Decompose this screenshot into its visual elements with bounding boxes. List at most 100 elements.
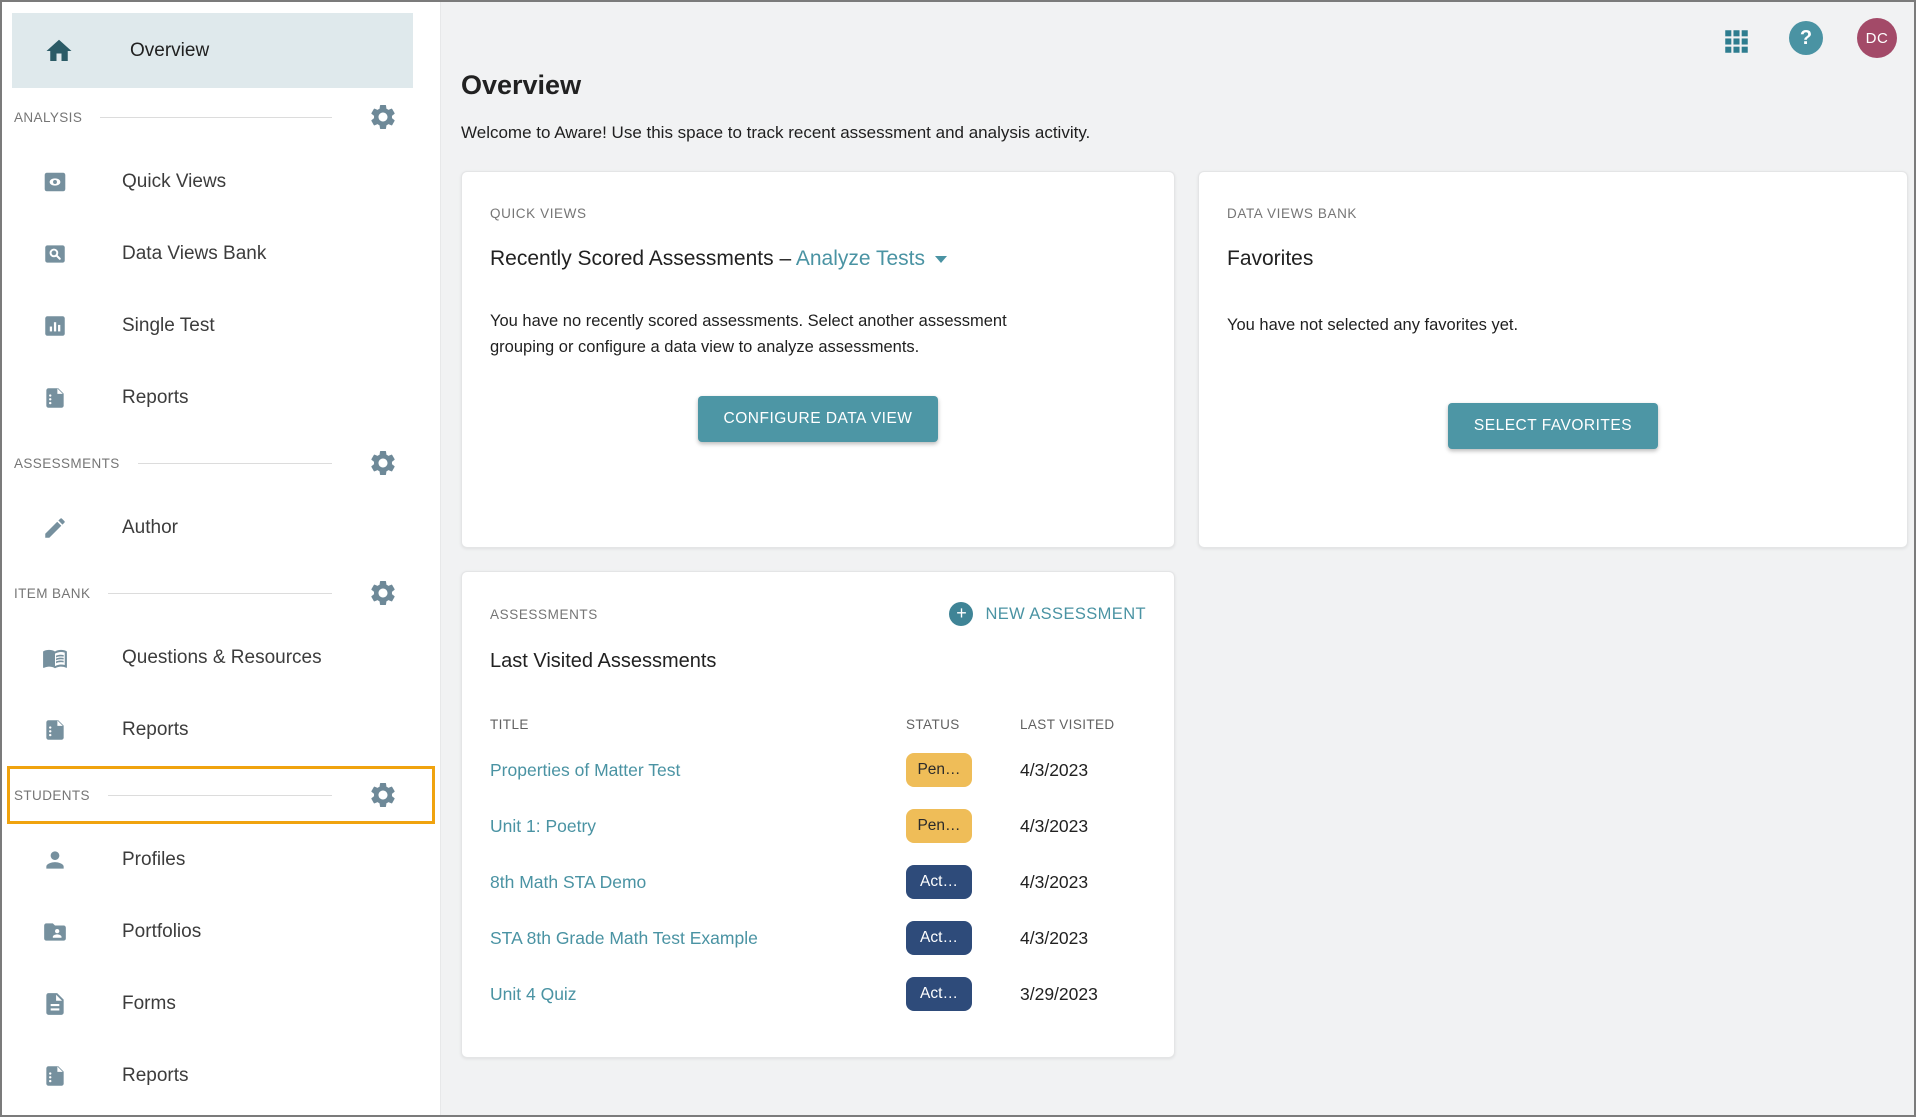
sidebar-item-label: Reports [122, 1065, 189, 1086]
card-label: QUICK VIEWS [490, 206, 587, 221]
page-subtitle: Welcome to Aware! Use this space to trac… [461, 123, 1091, 142]
assessments-card: ASSESSMENTS + NEW ASSESSMENT Last Visite… [461, 571, 1175, 1058]
gear-icon [368, 578, 398, 608]
sidebar-item-label: Author [122, 517, 178, 538]
sidebar-item-author[interactable]: Author [2, 492, 440, 564]
sidebar-item-profiles[interactable]: Profiles [2, 824, 440, 896]
sidebar-item-item-bank-reports[interactable]: Reports [2, 694, 440, 766]
section-divider [137, 462, 332, 464]
section-label: ASSESSMENTS [14, 455, 120, 471]
sidebar: Overview ANALYSIS Quick Views Data Views… [2, 2, 441, 1115]
sidebar-item-overview[interactable]: Overview [12, 13, 413, 88]
last-visited-heading: Last Visited Assessments [490, 650, 717, 672]
favorites-heading: Favorites [1227, 247, 1314, 270]
main-content: ? DC Overview Welcome to Aware! Use this… [441, 2, 1916, 1115]
sidebar-item-single-test[interactable]: Single Test [2, 290, 440, 362]
sidebar-item-label: Data Views Bank [122, 243, 267, 264]
item-bank-settings-button[interactable] [368, 578, 398, 608]
section-label: ANALYSIS [14, 109, 83, 125]
sidebar-section-analysis: ANALYSIS [2, 88, 440, 146]
favorites-empty-text: You have not selected any favorites yet. [1227, 316, 1519, 334]
new-assessment-button[interactable]: + NEW ASSESSMENT [949, 602, 1146, 626]
help-icon: ? [1799, 26, 1813, 49]
help-button[interactable]: ? [1789, 21, 1823, 55]
card-label: DATA VIEWS BANK [1227, 206, 1358, 221]
sidebar-item-portfolios[interactable]: Portfolios [2, 896, 440, 968]
column-header-title: TITLE [490, 717, 529, 732]
sidebar-item-questions-resources[interactable]: Questions & Resources [2, 622, 440, 694]
quick-views-card: QUICK VIEWS Recently Scored Assessments … [461, 171, 1175, 548]
apps-grid-icon [1723, 28, 1750, 55]
report-icon [42, 1063, 68, 1089]
search-box-icon [42, 241, 68, 267]
sidebar-item-quick-views[interactable]: Quick Views [2, 146, 440, 218]
folder-person-icon [42, 919, 68, 945]
gear-icon [368, 780, 398, 810]
sidebar-section-item-bank: ITEM BANK [2, 564, 440, 622]
gear-icon [368, 102, 398, 132]
plus-icon: + [949, 602, 974, 626]
data-views-bank-card: DATA VIEWS BANK Favorites You have not s… [1198, 171, 1908, 548]
sidebar-item-label: Reports [122, 387, 189, 408]
card-label: ASSESSMENTS [490, 606, 598, 622]
table-row: STA 8th Grade Math Test Example Act… 4/3… [490, 910, 1146, 966]
table-row: Properties of Matter Test Pen… 4/3/2023 [490, 742, 1146, 798]
cards-row: QUICK VIEWS Recently Scored Assessments … [461, 171, 1908, 548]
topbar: ? DC [1723, 18, 1897, 58]
assessment-link[interactable]: Unit 1: Poetry [490, 815, 597, 836]
sidebar-section-students: STUDENTS [7, 766, 435, 824]
analyze-tests-label: Analyze Tests [795, 247, 926, 270]
table-row: Unit 4 Quiz Act… 3/29/2023 [490, 966, 1146, 1022]
section-divider [107, 794, 332, 796]
report-icon [42, 717, 68, 743]
assessments-settings-button[interactable] [368, 448, 398, 478]
sidebar-item-label: Profiles [122, 849, 186, 870]
select-favorites-button[interactable]: SELECT FAVORITES [1447, 402, 1659, 449]
analysis-settings-button[interactable] [368, 102, 398, 132]
sidebar-item-analysis-reports[interactable]: Reports [2, 362, 440, 434]
configure-data-view-button[interactable]: CONFIGURE DATA VIEW [697, 396, 939, 443]
sidebar-item-label: Single Test [122, 315, 215, 336]
section-label: STUDENTS [14, 787, 90, 803]
bar-chart-icon [42, 313, 68, 339]
sidebar-item-label: Questions & Resources [122, 647, 322, 668]
assessment-link[interactable]: Unit 4 Quiz [490, 983, 577, 1004]
students-settings-button[interactable] [368, 780, 398, 810]
book-icon [42, 645, 68, 671]
sidebar-item-label: Reports [122, 719, 189, 740]
column-header-last-visited: LAST VISITED [1020, 717, 1115, 732]
section-divider [100, 116, 332, 118]
analyze-tests-dropdown[interactable]: Analyze Tests [795, 247, 948, 270]
table-header-row: TITLE STATUS LAST VISITED [490, 717, 1146, 732]
chevron-down-icon [935, 255, 948, 263]
column-header-status: STATUS [906, 717, 960, 732]
sidebar-item-forms[interactable]: Forms [2, 968, 440, 1040]
apps-grid-button[interactable] [1723, 28, 1750, 55]
quick-views-heading: Recently Scored Assessments – Analyze Te… [490, 247, 1146, 271]
section-divider [108, 592, 332, 594]
last-visited-date: 4/3/2023 [1020, 815, 1089, 836]
sidebar-item-data-views-bank[interactable]: Data Views Bank [2, 218, 440, 290]
sidebar-item-label: Forms [122, 993, 176, 1014]
quick-views-empty-text: You have no recently scored assessments.… [490, 312, 1007, 356]
report-icon [42, 385, 68, 411]
document-icon [42, 991, 68, 1017]
status-badge: Act… [906, 977, 972, 1011]
gear-icon [368, 448, 398, 478]
table-row: 8th Math STA Demo Act… 4/3/2023 [490, 854, 1146, 910]
page-title: Overview [461, 70, 582, 100]
status-badge: Act… [906, 921, 972, 955]
sidebar-item-students-reports[interactable]: Reports [2, 1040, 440, 1112]
avatar[interactable]: DC [1857, 18, 1897, 58]
status-badge: Act… [906, 865, 972, 899]
assessment-link[interactable]: 8th Math STA Demo [490, 871, 647, 892]
assessment-link[interactable]: Properties of Matter Test [490, 759, 681, 780]
last-visited-date: 3/29/2023 [1020, 983, 1098, 1004]
home-icon [44, 36, 74, 66]
heading-prefix: Recently Scored Assessments – [490, 247, 792, 270]
sidebar-item-label: Quick Views [122, 171, 227, 192]
person-icon [42, 847, 68, 873]
section-label: ITEM BANK [14, 585, 91, 601]
assessment-link[interactable]: STA 8th Grade Math Test Example [490, 927, 758, 948]
pencil-icon [42, 515, 68, 541]
